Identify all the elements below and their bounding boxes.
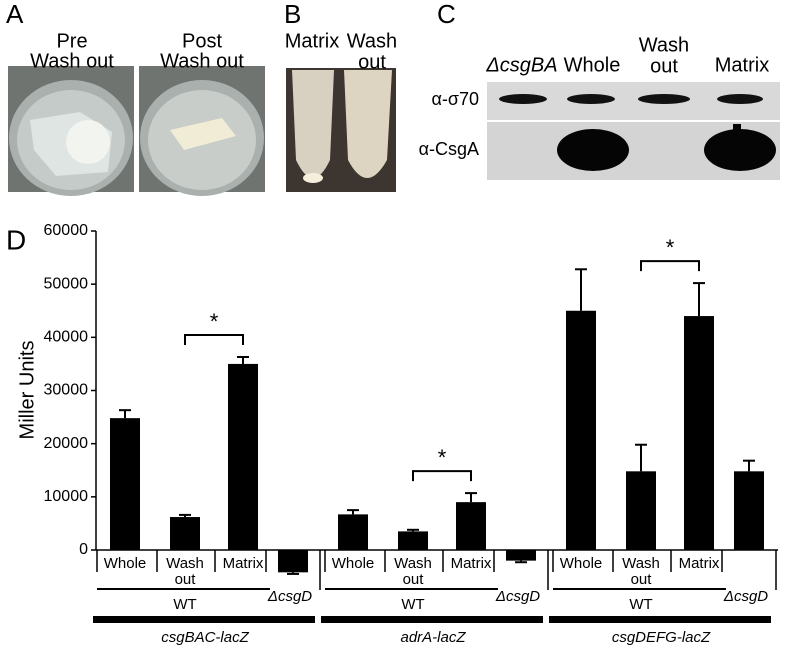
row-label: α-CsgA xyxy=(419,139,479,159)
y-tick-label: 40000 xyxy=(44,329,89,346)
bar xyxy=(506,550,536,561)
y-tick-label: 50000 xyxy=(44,275,89,292)
x-tick-label: Wash xyxy=(394,555,432,572)
y-tick-label: 20000 xyxy=(44,435,89,452)
caption: out xyxy=(358,51,386,73)
x-tick-label: Matrix xyxy=(451,555,492,572)
significance-label: * xyxy=(210,309,219,334)
photo-b xyxy=(286,68,396,192)
x-tick-label: ΔcsgD xyxy=(267,588,312,605)
lane-label: Matrix xyxy=(715,54,769,76)
y-tick-label: 0 xyxy=(79,541,88,558)
lane-label: out xyxy=(650,55,678,77)
group-label: adrA-lacZ xyxy=(400,629,466,646)
bar xyxy=(566,310,596,550)
photo-a xyxy=(8,66,265,196)
group-bar xyxy=(549,616,771,623)
panel-label: C xyxy=(437,0,456,29)
x-tick-label: ΔcsgD xyxy=(495,588,540,605)
x-tick-label: Wash xyxy=(622,555,660,572)
y-tick-label: 60000 xyxy=(44,222,89,239)
x-tick-label: ΔcsgD xyxy=(723,588,768,605)
caption: Wash out xyxy=(30,50,114,72)
caption: Pre xyxy=(56,30,87,52)
y-tick-label: 30000 xyxy=(44,382,89,399)
panel-label: D xyxy=(6,224,26,255)
x-tick-label: out xyxy=(175,571,197,588)
bar xyxy=(170,517,200,550)
significance-label: * xyxy=(438,445,447,470)
significance-bracket xyxy=(412,470,472,482)
x-tick-label: Wash xyxy=(166,555,204,572)
significance-bracket xyxy=(184,334,244,346)
x-tick-label: Matrix xyxy=(223,555,264,572)
panel-label: B xyxy=(284,0,301,29)
caption: Wash out xyxy=(160,50,244,72)
caption: Post xyxy=(182,30,222,52)
bar xyxy=(398,531,428,550)
bar xyxy=(684,316,714,550)
bar xyxy=(110,418,140,550)
lane-label: Wash xyxy=(639,34,689,56)
subgroup-label: WT xyxy=(629,596,652,613)
subgroup-label: WT xyxy=(173,596,196,613)
bar xyxy=(734,471,764,550)
western-blot xyxy=(487,82,780,180)
bar xyxy=(626,471,656,550)
caption: Matrix xyxy=(285,30,339,52)
significance-label: * xyxy=(666,235,675,260)
x-tick-label: Whole xyxy=(104,555,147,572)
significance-bracket xyxy=(640,260,700,272)
y-axis-label: Miller Units xyxy=(16,341,38,440)
group-bar xyxy=(93,616,315,623)
panel-label: A xyxy=(6,0,24,29)
x-tick-label: Whole xyxy=(560,555,603,572)
bar xyxy=(456,502,486,550)
row-label: α-σ70 xyxy=(431,89,479,109)
group-label: csgDEFG-lacZ xyxy=(612,629,711,646)
x-tick-label: out xyxy=(403,571,425,588)
bar xyxy=(338,514,368,550)
bar xyxy=(228,363,258,550)
x-tick-label: out xyxy=(631,571,653,588)
lane-label: ΔcsgBA xyxy=(485,54,557,76)
bar xyxy=(278,550,308,573)
subgroup-label: WT xyxy=(401,596,424,613)
x-tick-label: Matrix xyxy=(679,555,720,572)
group-label: csgBAC-lacZ xyxy=(161,629,249,646)
y-tick-label: 10000 xyxy=(44,488,89,505)
x-tick-label: Whole xyxy=(332,555,375,572)
lane-label: Whole xyxy=(564,54,621,76)
group-bar xyxy=(321,616,543,623)
caption: Wash xyxy=(347,30,397,52)
